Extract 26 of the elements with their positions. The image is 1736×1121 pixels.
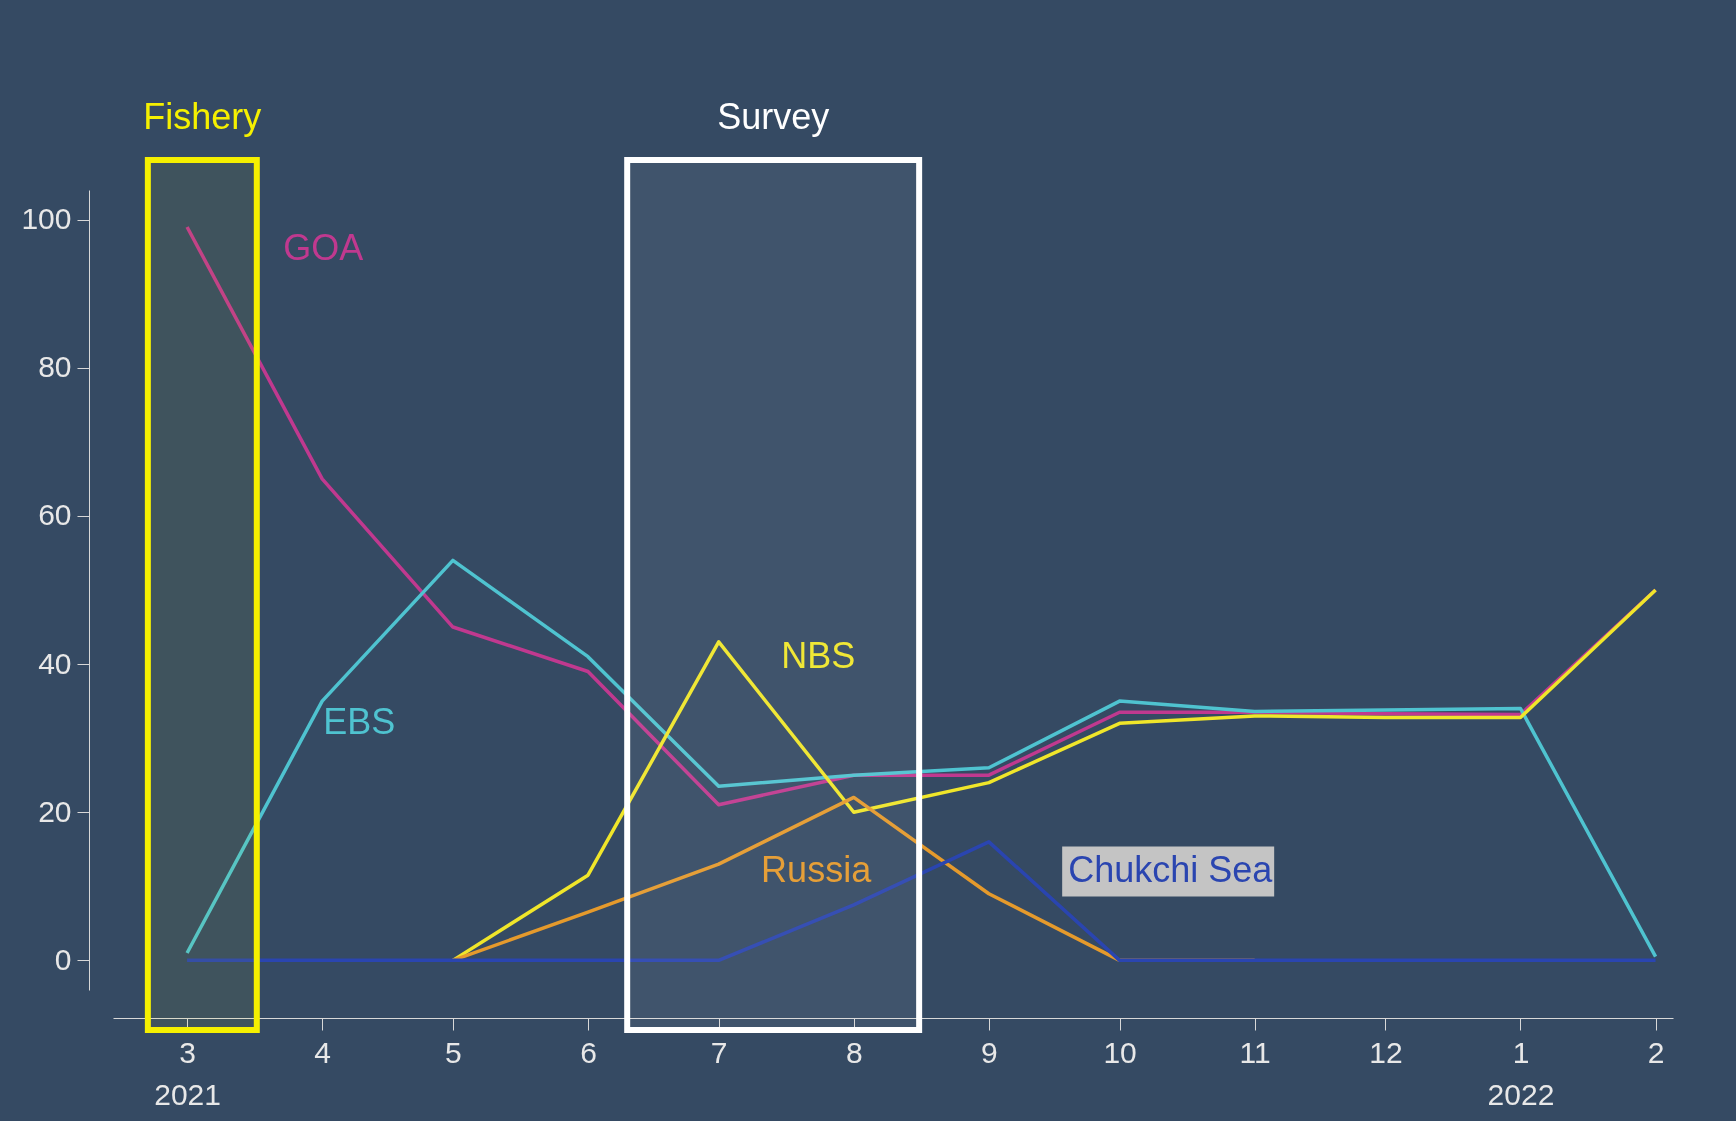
y-tick-label: 40 [38,646,72,680]
x-tick-label: 12 [1369,1035,1403,1069]
x-tick-label: 3 2021 [154,1035,221,1111]
series-label: GOA [283,227,364,269]
series-label: EBS [323,701,396,743]
y-tick-label: 80 [38,350,72,384]
y-tick-label: 0 [54,942,72,976]
x-tick-label: 1 2022 [1487,1035,1555,1111]
series-label: NBS [781,634,856,676]
x-tick-label: 7 [710,1035,728,1069]
x-tick-label: 10 [1103,1035,1137,1069]
x-tick-label: 2 [1647,1035,1665,1069]
x-tick-label: 6 [580,1035,597,1069]
x-tick-label: 4 [314,1035,332,1069]
y-tick-label: 20 [38,794,72,828]
y-tick-label: 100 [21,202,72,236]
series-label: Russia [761,849,873,891]
x-tick-label: 9 [981,1035,998,1069]
line-series [185,558,1658,959]
band-label: Fishery [143,96,262,137]
x-tick-label: 8 [845,1035,863,1069]
x-tick-label: 5 [445,1035,462,1069]
y-tick-label: 60 [38,498,72,532]
series-label: Chukchi Sea [1068,849,1274,891]
x-tick-label: 11 [1239,1035,1271,1069]
band-label: Survey [717,96,830,137]
